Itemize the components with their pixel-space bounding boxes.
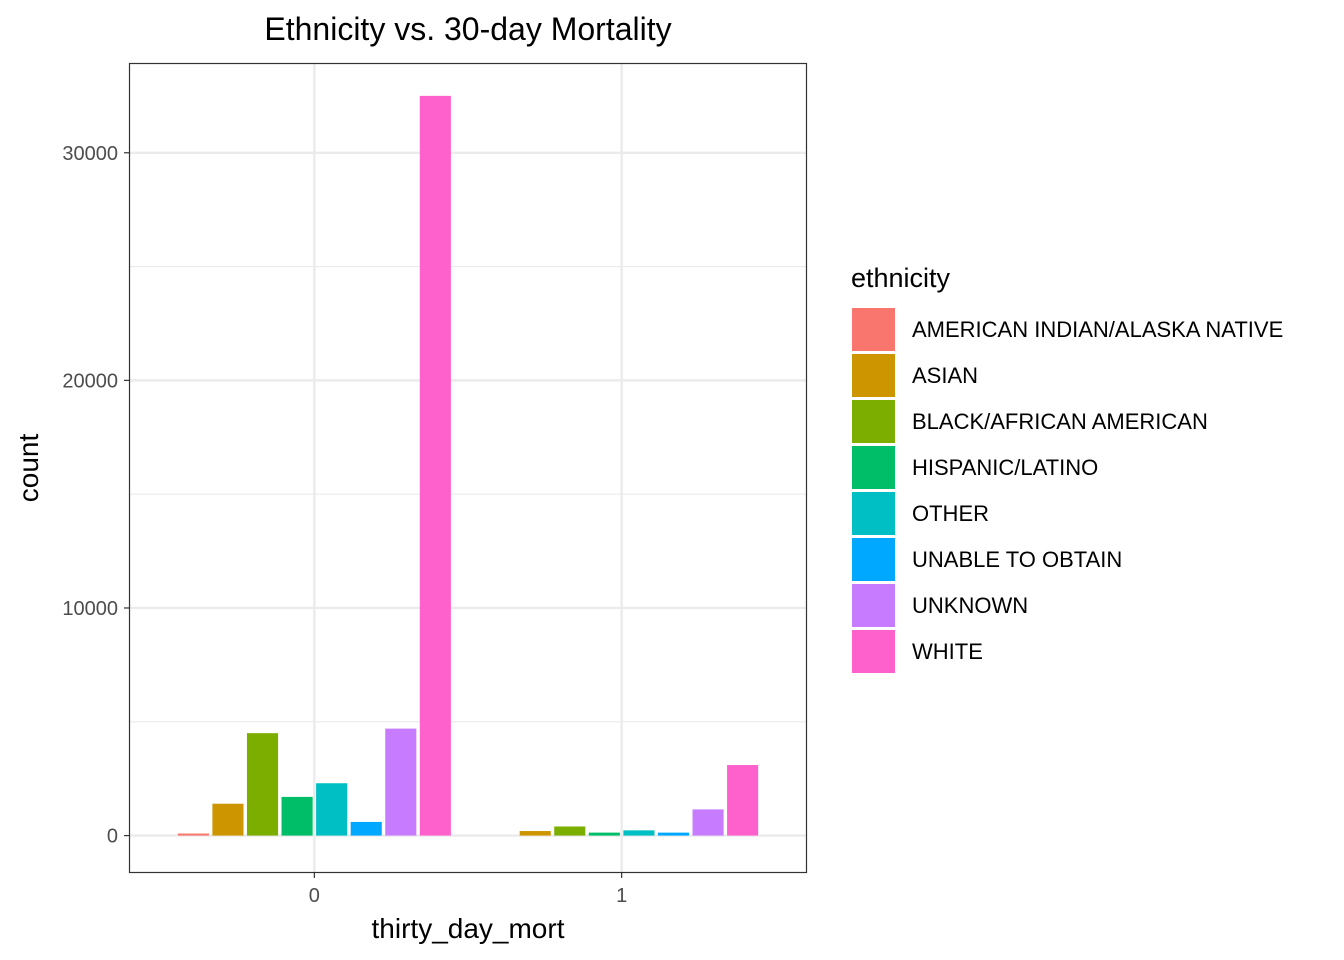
bar [385,728,417,836]
legend-label: BLACK/AFRICAN AMERICAN [912,409,1208,434]
y-tick-label: 20000 [62,370,118,392]
legend-label: ASIAN [912,363,978,388]
legend-title: ethnicity [851,263,951,293]
y-axis: 0 10000 20000 30000 [62,143,130,848]
plot-panel-border [128,62,808,874]
legend-swatch [852,308,895,351]
bar [519,831,551,836]
bar [554,826,586,836]
legend-label: UNABLE TO OBTAIN [912,547,1122,572]
x-axis-title: thirty_day_mort [372,913,565,944]
bar [350,821,382,836]
legend-label: WHITE [912,639,983,664]
chart-title: Ethnicity vs. 30-day Mortality [264,11,671,47]
legend-swatch [852,400,895,443]
y-tick-label: 0 [107,826,118,848]
x-tick-label: 1 [616,885,627,907]
grid [130,64,806,872]
legend-label: HISPANIC/LATINO [912,455,1098,480]
bar [727,765,759,836]
bar [281,796,313,836]
bar [419,95,451,836]
bar [246,733,279,836]
legend-swatch [852,492,895,535]
bar [177,833,209,836]
bar [623,830,655,836]
bar [316,783,348,836]
y-tick-label: 30000 [62,143,118,165]
bar [588,832,620,836]
legend-swatch [852,446,895,489]
legend-swatch [852,354,895,397]
bar [212,803,244,836]
legend-swatch [852,584,895,627]
bar [692,809,724,836]
legend-swatch [852,538,895,581]
y-tick-label: 10000 [62,598,118,620]
legend: ethnicity AMERICAN INDIAN/ALASKA NATIVE A… [851,263,1283,673]
bar [657,832,690,836]
y-axis-title: count [13,434,44,503]
legend-swatch [852,630,895,673]
legend-label: OTHER [912,501,989,526]
bars [177,95,759,836]
legend-label: UNKNOWN [912,593,1028,618]
legend-label: AMERICAN INDIAN/ALASKA NATIVE [912,317,1283,342]
x-tick-label: 0 [309,885,320,907]
